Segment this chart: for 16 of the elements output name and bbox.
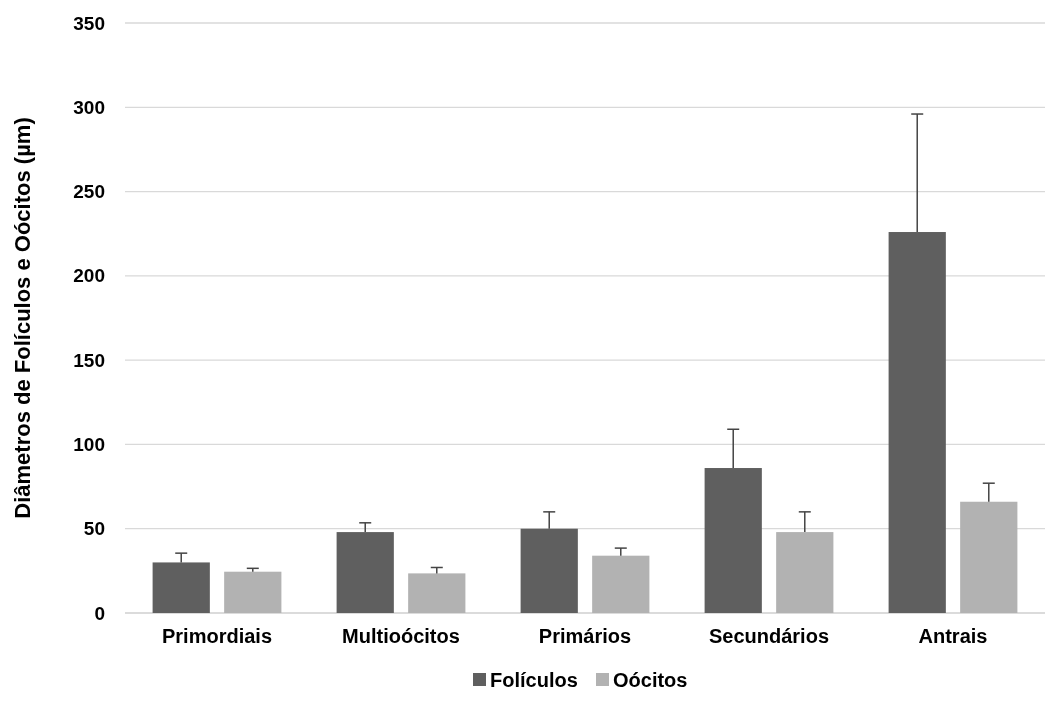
y-tick-label: 200 [73,265,105,287]
x-tick-label: Secundários [708,625,830,647]
y-tick-label: 150 [73,349,105,371]
y-tick-label: 50 [83,518,105,540]
x-tick-label: Antrais [918,625,988,647]
y-tick-label: 350 [73,12,105,34]
y-tick-label: 100 [73,433,105,455]
y-axis-title: Diâmetros de Folículos e Oócitos (µm) [10,117,35,519]
x-tick-label: Multioócitos [342,625,460,647]
y-tick-label: 250 [73,181,105,203]
y-tick-label: 0 [94,602,105,624]
x-tick-label: Primordiais [161,625,273,647]
x-tick-label: Primários [538,625,632,647]
y-tick-label: 300 [73,96,105,118]
legend-label: Folículos [490,669,578,691]
legend-label: Oócitos [613,669,688,691]
